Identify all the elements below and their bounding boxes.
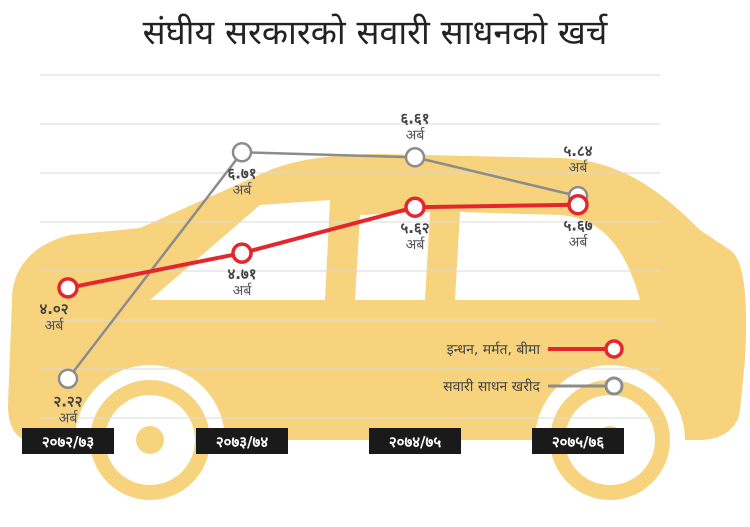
data-label-unit: अर्ब <box>45 317 65 334</box>
series-layer <box>57 142 589 389</box>
data-label-value: ५.६७ <box>563 217 592 235</box>
data-label-unit: अर्ब <box>569 159 589 176</box>
data-label-unit: अर्ब <box>233 282 253 299</box>
data-label-value: ६.६१ <box>400 109 429 127</box>
legend-label-purchase: सवारी साधन खरीद <box>443 378 540 395</box>
data-label-unit: अर्ब <box>406 236 426 253</box>
data-label-value: ४.७१ <box>227 265 256 283</box>
data-labels: ४.०२अर्ब४.७१अर्ब५.६२अर्ब५.६७अर्ब२.२२अर्ब… <box>39 109 592 426</box>
data-point-fuel <box>231 242 253 264</box>
data-point-fuel <box>404 196 426 218</box>
x-axis-ticks: २०७२/७३ २०७३/७४ २०७४/७५ २०७५/७६ <box>22 428 624 454</box>
data-label-value: ६.७१ <box>227 164 256 182</box>
legend: इन्धन, मर्मत, बीमा सवारी साधन खरीद <box>443 339 624 396</box>
data-label-unit: अर्ब <box>233 181 253 198</box>
data-point-fuel <box>57 277 79 299</box>
data-point-purchase <box>404 147 426 168</box>
data-label-unit: अर्ब <box>406 126 426 143</box>
legend-item-purchase: सवारी साधन खरीद <box>443 376 624 396</box>
legend-label-fuel: इन्धन, मर्मत, बीमा <box>447 341 541 358</box>
series-line-fuel <box>67 202 579 290</box>
x-tick-label: २०७५/७६ <box>552 433 604 451</box>
x-tick-box <box>22 428 114 454</box>
data-point-fuel <box>567 193 589 216</box>
x-tick-label: २०७२/७३ <box>42 433 94 451</box>
grid-lines <box>40 74 660 419</box>
x-tick-box <box>196 428 288 454</box>
data-label-unit: अर्ब <box>569 234 589 251</box>
series-line-purchase <box>67 151 579 380</box>
chart-title: संघीय सरकारको सवारी साधनको खर्च <box>143 13 609 53</box>
x-tick-label: २०७३/७४ <box>216 433 268 451</box>
data-point-purchase <box>231 142 253 163</box>
legend-marker-purchase <box>604 376 624 396</box>
car-illustration <box>8 154 747 515</box>
data-point-purchase <box>57 368 79 389</box>
x-tick-box <box>369 428 461 454</box>
data-label-value: ५.६२ <box>400 219 429 237</box>
data-label-unit: अर्ब <box>59 410 79 427</box>
legend-item-fuel: इन्धन, मर्मत, बीमा <box>447 339 624 359</box>
data-label-value: ४.०२ <box>39 300 68 318</box>
data-label-value: ५.८४ <box>563 142 592 160</box>
x-tick-label: २०७४/७५ <box>389 433 441 451</box>
x-tick-box <box>532 428 624 454</box>
data-label-value: २.२२ <box>53 393 82 411</box>
legend-marker-fuel <box>604 339 624 359</box>
